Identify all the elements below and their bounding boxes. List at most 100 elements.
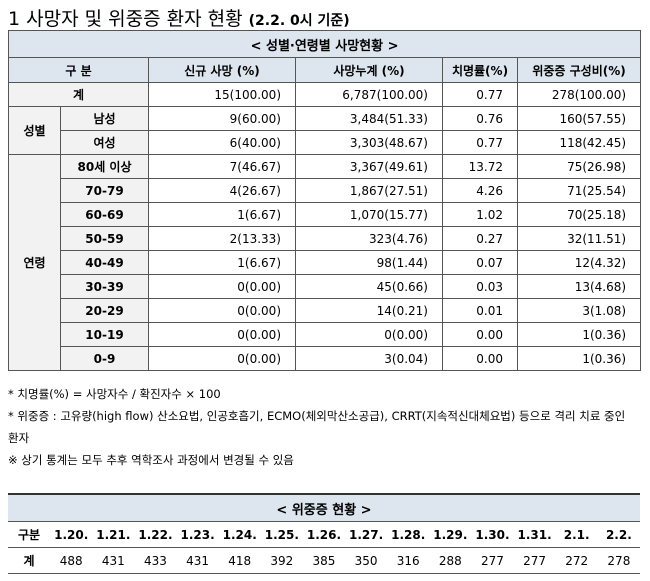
cell: 0(0.00) [148, 322, 296, 347]
data-row: 60-69 1(6.67) 1,070(15.77) 1.02 70(25.18) [9, 202, 642, 227]
cell: 431 [92, 547, 135, 574]
cell: 9(60.00) [148, 106, 296, 131]
basis: (2.2. 0시 기준) [248, 13, 350, 29]
data-row: 30-39 0(0.00) 45(0.66) 0.03 13(4.68) [9, 274, 642, 299]
cell: 323(4.76) [295, 226, 443, 251]
row-label: 0-9 [60, 346, 149, 371]
cell: 3,303(48.67) [295, 130, 443, 155]
cell: 98(1.44) [295, 250, 443, 275]
cell: 278 [597, 547, 640, 574]
cell: 3(0.04) [295, 346, 443, 371]
cell: 0.77 [442, 82, 518, 107]
row-label: 구분 [8, 521, 51, 548]
value-row: 계 488 431 433 431 418 392 385 350 316 288 277 277 272… [8, 547, 640, 574]
cell: 160(57.55) [516, 106, 642, 131]
cell: 4.26 [442, 178, 518, 203]
row-label: 20-29 [60, 298, 149, 323]
cell: 118(42.45) [516, 130, 642, 155]
row-label: 10-19 [60, 322, 149, 347]
data-row: 50-59 2(13.33) 323(4.76) 0.27 32(11.51) [9, 226, 642, 251]
cell: 13(4.68) [516, 274, 642, 299]
date: 1.29. [429, 521, 472, 548]
cell: 0.07 [442, 250, 518, 275]
cell: 12(4.32) [516, 250, 642, 275]
cell: 70(25.18) [516, 202, 642, 227]
date: 1.22. [134, 521, 177, 548]
date: 1.20. [50, 521, 93, 548]
cell: 1,070(15.77) [295, 202, 443, 227]
row-label: 70-79 [60, 178, 149, 203]
data-row: 40-49 1(6.67) 98(1.44) 0.07 12(4.32) [9, 250, 642, 275]
cell: 431 [176, 547, 219, 574]
column-header: 치명률(%) [442, 57, 518, 83]
cell: 1(0.36) [516, 322, 642, 347]
cell: 0.77 [442, 130, 518, 155]
caption-row: < 성별·연령별 사망현황 > [7, 30, 642, 58]
row-label: 50-59 [60, 226, 149, 251]
cell: 0.00 [442, 346, 518, 371]
cell: 1.02 [442, 202, 518, 227]
caption: < 성별·연령별 사망현황 > [7, 30, 642, 58]
total-row: 계 15(100.00) 6,787(100.00) 0.77 278(100.00) [8, 82, 642, 107]
row-label: 60-69 [60, 202, 149, 227]
note: * 위중증 : 고유량(high flow) 산소요법, 인공호흡기, ECMO… [8, 409, 626, 445]
date: 2.2. [597, 521, 640, 548]
cell: 45(0.66) [295, 274, 443, 299]
group-label: 연령 [8, 154, 61, 371]
cell: 488 [50, 547, 93, 574]
cell: 1,867(27.51) [295, 178, 443, 203]
date: 1.21. [92, 521, 135, 548]
date: 2.1. [555, 521, 598, 548]
cell: 6(40.00) [148, 130, 296, 155]
death-table: < 성별·연령별 사망현황 > 구 분 신규 사망 (%) 사망누계 (%) 치명률(%… [7, 30, 642, 371]
cell: 71(25.54) [516, 178, 642, 203]
cell: 0.00 [442, 322, 518, 347]
row-label: 계 [8, 547, 51, 574]
data-row: 여성 6(40.00) 3,303(48.67) 0.77 118(42.45) [9, 130, 642, 155]
cell: 6,787(100.00) [295, 82, 443, 107]
cell: 418 [218, 547, 261, 574]
notes: * 치명률(%) = 사망자수 / 확진자수 × 100 * 위중증 : 고유량(… [8, 383, 638, 471]
row-label: 계 [8, 82, 149, 107]
cell: 277 [471, 547, 514, 574]
cell: 0.27 [442, 226, 518, 251]
cell: 3,367(49.61) [295, 154, 443, 179]
date: 1.28. [387, 521, 430, 548]
data-row: 70-79 4(26.67) 1,867(27.51) 4.26 71(25.54) [9, 178, 642, 203]
row-label: 남성 [60, 106, 149, 131]
header-row: 구 분 신규 사망 (%) 사망누계 (%) 치명률(%) 위중증 구성비(%) [8, 57, 642, 83]
column-header: 위중증 구성비(%) [516, 57, 642, 83]
column-header: 사망누계 (%) [295, 57, 443, 83]
cell: 0.03 [442, 274, 518, 299]
cell: 392 [260, 547, 303, 574]
date: 1.30. [471, 521, 514, 548]
data-row: 연령 80세 이상 7(46.67) 3,367(49.61) 13.72 75(26.9… [8, 154, 642, 371]
severe-table: < 위중증 현황 > 구분 1.20. 1.21. 1.22. 1.23. 1.24. 1.2… [8, 493, 640, 574]
cell: 0(0.00) [148, 274, 296, 299]
data-row: 0-9 0(0.00) 3(0.04) 0.00 1(0.36) [9, 346, 642, 371]
cell: 0.76 [442, 106, 518, 131]
cell: 433 [134, 547, 177, 574]
cell: 1(6.67) [148, 202, 296, 227]
cell: 0(0.00) [295, 322, 443, 347]
cell: 7(46.67) [148, 154, 296, 179]
data-row: 10-19 0(0.00) 0(0.00) 0.00 1(0.36) [9, 322, 642, 347]
date: 1.31. [513, 521, 556, 548]
cell: 14(0.21) [295, 298, 443, 323]
cell: 15(100.00) [148, 82, 296, 107]
cell: 277 [513, 547, 556, 574]
cell: 288 [429, 547, 472, 574]
cell: 272 [555, 547, 598, 574]
row-label: 여성 [60, 130, 149, 155]
cell: 316 [387, 547, 430, 574]
note: ※ 상기 통계는 모두 추후 역학조사 과정에서 변경될 수 있음 [8, 453, 294, 467]
cell: 350 [345, 547, 388, 574]
cell: 0(0.00) [148, 298, 296, 323]
cell: 13.72 [442, 154, 518, 179]
data-row: 성별 남성 9(60.00) 3,484(51.33) 0.76 160(57.55) [8, 106, 642, 155]
note: * 치명률(%) = 사망자수 / 확진자수 × 100 [8, 387, 221, 401]
caption: < 위중증 현황 > [8, 493, 640, 522]
group-label: 성별 [8, 106, 61, 155]
caption-row: < 위중증 현황 > [8, 493, 640, 522]
